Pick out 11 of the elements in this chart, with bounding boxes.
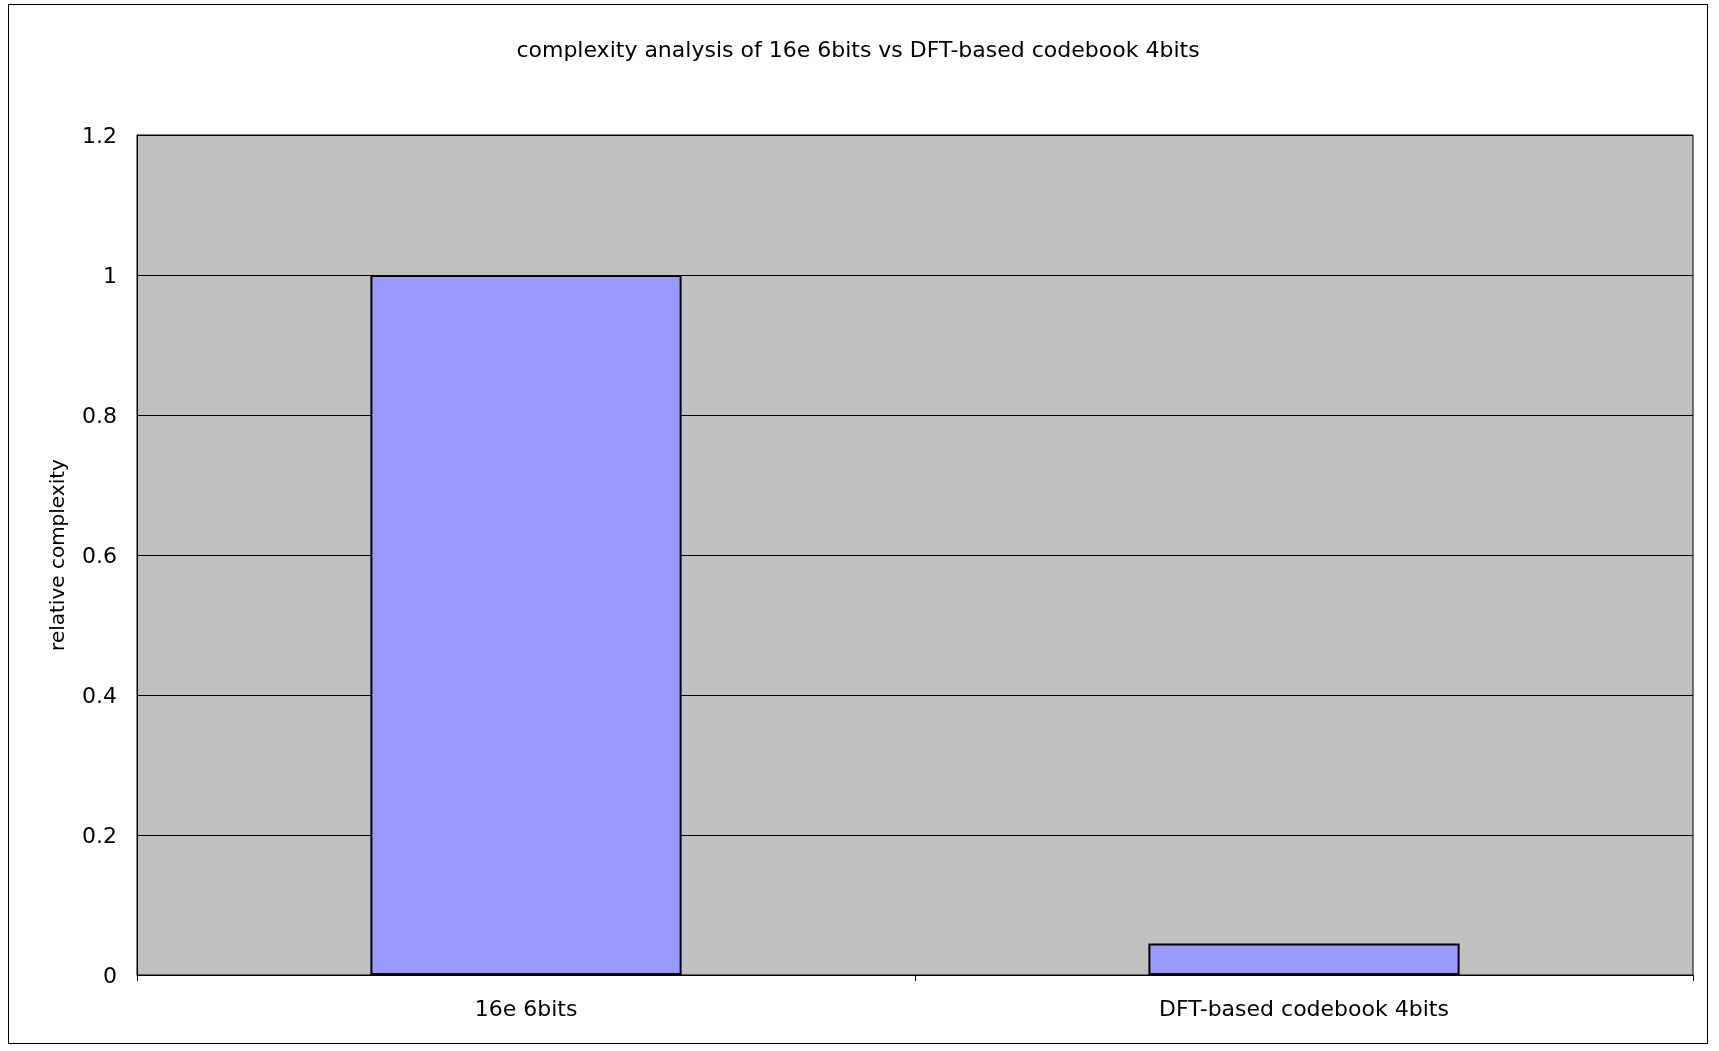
x-tick-label: DFT-based codebook 4bits bbox=[1159, 995, 1449, 1021]
y-tick-label: 1.2 bbox=[82, 122, 117, 148]
y-tick-label: 0.2 bbox=[82, 822, 117, 848]
y-tick-label: 1 bbox=[103, 262, 117, 288]
y-axis-title: relative complexity bbox=[45, 458, 69, 651]
x-tick-label: 16e 6bits bbox=[474, 995, 578, 1021]
y-tick-label: 0 bbox=[103, 962, 117, 988]
y-tick-label: 0.6 bbox=[82, 542, 117, 568]
y-tick-label: 0.8 bbox=[82, 402, 117, 428]
chart-title: complexity analysis of 16e 6bits vs DFT-based codebook 4bits bbox=[516, 36, 1200, 62]
y-tick-label: 0.4 bbox=[82, 682, 117, 708]
